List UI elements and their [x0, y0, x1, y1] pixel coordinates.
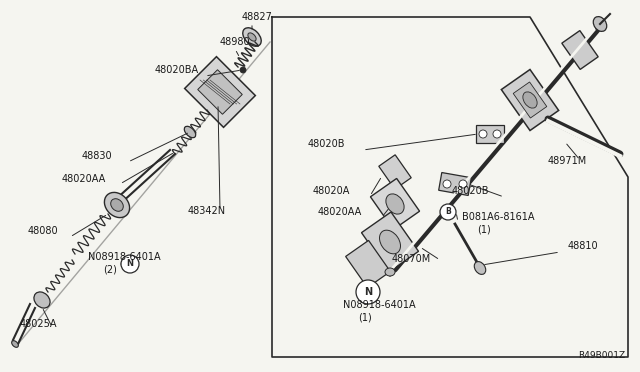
- Text: N: N: [364, 287, 372, 297]
- Text: N08918-6401A: N08918-6401A: [88, 252, 161, 262]
- Polygon shape: [438, 173, 471, 195]
- Text: 48980: 48980: [220, 37, 251, 47]
- Ellipse shape: [111, 199, 124, 211]
- Ellipse shape: [184, 126, 196, 138]
- Polygon shape: [362, 212, 419, 272]
- Ellipse shape: [243, 28, 261, 46]
- Ellipse shape: [34, 292, 50, 308]
- Text: 48830: 48830: [82, 151, 113, 161]
- Polygon shape: [501, 70, 559, 131]
- Ellipse shape: [523, 92, 537, 108]
- Text: N08918-6401A: N08918-6401A: [343, 300, 415, 310]
- Circle shape: [440, 204, 456, 220]
- Polygon shape: [346, 240, 390, 288]
- Ellipse shape: [380, 230, 401, 254]
- Polygon shape: [379, 155, 412, 189]
- Polygon shape: [476, 125, 504, 143]
- Ellipse shape: [248, 33, 256, 41]
- Polygon shape: [185, 57, 255, 127]
- Text: N: N: [127, 260, 134, 269]
- Polygon shape: [371, 179, 420, 230]
- Text: 48070M: 48070M: [392, 254, 431, 264]
- Text: 48020AA: 48020AA: [318, 207, 362, 217]
- Circle shape: [479, 130, 487, 138]
- Text: 48080: 48080: [28, 226, 59, 236]
- Text: 48020A: 48020A: [313, 186, 350, 196]
- Circle shape: [240, 67, 246, 73]
- Text: 48020B: 48020B: [308, 139, 346, 149]
- Circle shape: [443, 180, 451, 188]
- Text: 48025A: 48025A: [20, 319, 58, 329]
- Text: (2): (2): [103, 264, 117, 274]
- Text: 48827: 48827: [242, 12, 273, 22]
- Polygon shape: [513, 82, 547, 118]
- Text: B081A6-8161A: B081A6-8161A: [462, 212, 534, 222]
- Circle shape: [459, 180, 467, 188]
- Text: (1): (1): [477, 224, 491, 234]
- Ellipse shape: [474, 262, 486, 275]
- Ellipse shape: [386, 194, 404, 214]
- Ellipse shape: [12, 341, 19, 347]
- Text: R49B001Z: R49B001Z: [578, 351, 625, 360]
- Circle shape: [121, 255, 139, 273]
- Polygon shape: [562, 31, 598, 70]
- Circle shape: [356, 280, 380, 304]
- Text: 48020BA: 48020BA: [155, 65, 199, 75]
- Circle shape: [493, 130, 501, 138]
- Ellipse shape: [593, 17, 607, 31]
- Text: 48810: 48810: [568, 241, 598, 251]
- Text: B: B: [445, 208, 451, 217]
- Polygon shape: [198, 70, 243, 114]
- Ellipse shape: [104, 192, 129, 218]
- Text: 48020AA: 48020AA: [62, 174, 106, 184]
- Text: (1): (1): [358, 312, 372, 322]
- Text: 48020B: 48020B: [452, 186, 490, 196]
- Text: 48342N: 48342N: [188, 206, 226, 216]
- Text: 48971M: 48971M: [548, 156, 588, 166]
- Ellipse shape: [385, 268, 395, 276]
